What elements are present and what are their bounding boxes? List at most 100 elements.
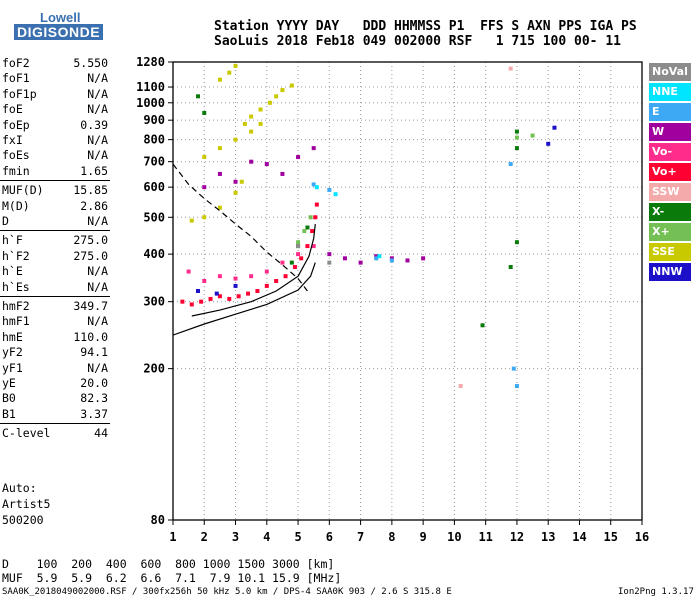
echo-point — [217, 146, 222, 151]
param-name: h`F — [2, 233, 23, 248]
param-value: 275.0 — [73, 233, 108, 248]
y-tick-label: 1000 — [136, 96, 165, 110]
param-name: h`Es — [2, 279, 30, 294]
param-value: 15.85 — [73, 183, 108, 198]
echo-point — [189, 218, 194, 223]
param-row: foF1 N/A — [2, 71, 108, 86]
param-divider — [0, 230, 110, 232]
param-name: foEs — [2, 148, 30, 163]
param-row: fxI N/A — [2, 133, 108, 148]
footer-version: Ion2Png 1.3.17 — [618, 587, 694, 597]
param-value: N/A — [87, 102, 108, 117]
param-value: 20.0 — [80, 376, 108, 390]
echo-point — [296, 244, 301, 249]
legend-item: NoVal — [649, 63, 691, 81]
echo-point — [514, 129, 519, 134]
param-name: M(D) — [2, 198, 30, 213]
param-name: yE — [2, 376, 16, 390]
param-name: foE — [2, 102, 23, 117]
echo-point — [202, 185, 207, 190]
param-row: hmF1 N/A — [2, 314, 108, 329]
echo-point — [233, 137, 238, 142]
param-name: foF1p — [2, 86, 37, 101]
x-tick-label: 12 — [510, 530, 524, 544]
echo-point — [249, 274, 254, 279]
echo-point — [233, 179, 238, 184]
param-row: B0 82.3 — [2, 391, 108, 406]
echo-point — [313, 215, 318, 220]
echo-point — [480, 323, 485, 328]
echo-point — [280, 260, 285, 265]
x-tick-label: 16 — [635, 530, 649, 544]
echo-point — [508, 265, 513, 270]
param-name: yF2 — [2, 345, 23, 360]
y-tick-label: 200 — [143, 362, 165, 376]
x-tick-label: 4 — [263, 530, 270, 544]
header-line1: Station YYYY DAY DDD HHMMSS P1 FFS S AXN… — [214, 19, 637, 34]
param-row: fmin 1.65 — [2, 164, 108, 179]
param-name: B1 — [2, 406, 16, 421]
legend-item: NNW — [649, 263, 691, 281]
legend-item: W — [649, 123, 691, 141]
x-tick-label: 15 — [604, 530, 618, 544]
echo-point — [389, 258, 394, 263]
echo-point — [310, 229, 315, 234]
param-row: h`Es N/A — [2, 280, 108, 295]
param-row: h`F 275.0 — [2, 233, 108, 248]
param-row: yF2 94.1 — [2, 345, 108, 360]
param-value: N/A — [87, 133, 108, 147]
y-tick-label: 80 — [151, 513, 165, 527]
x-tick-label: 2 — [201, 530, 208, 544]
echo-point — [302, 229, 307, 234]
echo-point — [314, 202, 319, 207]
virtual-height-curve — [191, 223, 316, 317]
echo-point — [202, 155, 207, 160]
echo-point — [308, 215, 313, 220]
echo-point — [305, 225, 310, 230]
param-row: hmE 110.0 — [2, 330, 108, 345]
x-tick-label: 10 — [447, 530, 461, 544]
plot-frame — [172, 61, 643, 521]
param-row: B1 3.37 — [2, 407, 108, 422]
x-tick-label: 1 — [169, 530, 176, 544]
echo-point — [214, 291, 219, 296]
y-tick-label: 1100 — [136, 80, 165, 94]
echo-point — [274, 278, 279, 283]
echo-point — [514, 240, 519, 245]
param-name: foF2 — [2, 56, 30, 70]
echo-point — [289, 260, 294, 265]
echo-point — [289, 83, 294, 88]
echo-point — [233, 190, 238, 195]
param-row: yF1 N/A — [2, 361, 108, 376]
echo-point — [311, 244, 316, 249]
echo-point — [189, 302, 194, 307]
param-row: C-level 44 — [2, 426, 108, 441]
echo-point — [292, 265, 297, 270]
echo-point — [296, 240, 301, 245]
param-name: yF1 — [2, 360, 23, 375]
legend-item: SSE — [649, 243, 691, 261]
param-divider — [0, 180, 110, 182]
param-value: N/A — [87, 264, 108, 279]
legend-item: NNE — [649, 83, 691, 101]
echo-point — [202, 215, 207, 220]
echo-point — [202, 278, 207, 283]
echo-point — [180, 299, 185, 304]
echo-point — [405, 258, 410, 263]
param-row: MUF(D) 15.85 — [2, 183, 108, 198]
echo-point — [217, 294, 222, 299]
echo-point — [296, 252, 301, 257]
param-name: hmF2 — [2, 299, 30, 313]
param-name: B0 — [2, 391, 16, 406]
echo-point — [233, 276, 238, 281]
x-tick-label: 13 — [541, 530, 555, 544]
param-name: hmF1 — [2, 314, 30, 329]
echo-point — [258, 121, 263, 126]
echo-point — [249, 114, 254, 119]
param-value: 275.0 — [73, 248, 108, 263]
param-value: N/A — [87, 71, 108, 86]
param-divider — [0, 423, 110, 425]
param-value: 3.37 — [80, 406, 108, 421]
legend-item: X+ — [649, 223, 691, 241]
echo-point — [374, 254, 379, 259]
